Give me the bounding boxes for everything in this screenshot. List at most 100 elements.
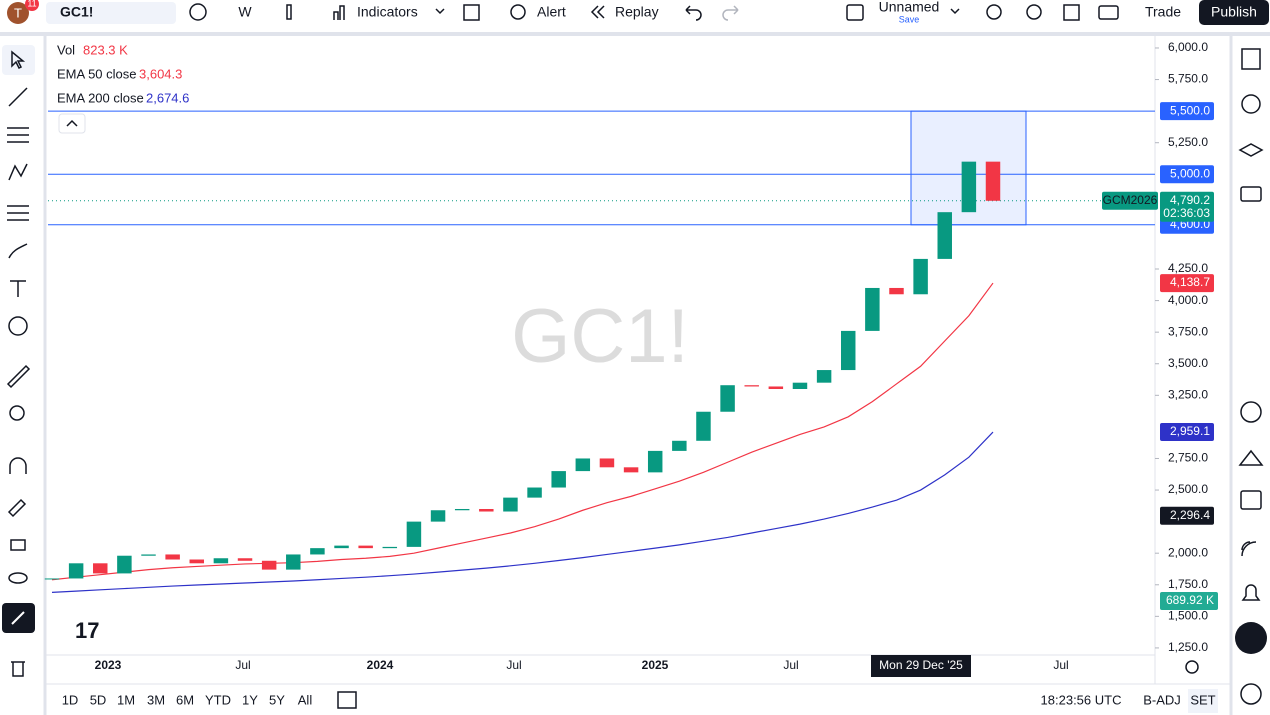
apps-button[interactable] bbox=[1235, 622, 1267, 654]
chat-icon[interactable] bbox=[1240, 186, 1262, 202]
axis-settings[interactable] bbox=[1185, 660, 1199, 674]
brush-tool[interactable] bbox=[8, 243, 28, 259]
range-button[interactable]: All bbox=[298, 692, 313, 707]
link-tool[interactable] bbox=[11, 611, 25, 625]
candle bbox=[286, 554, 301, 570]
goto-date-icon[interactable] bbox=[337, 691, 357, 709]
cursor-tool[interactable] bbox=[11, 50, 26, 70]
alerts-icon[interactable] bbox=[1241, 94, 1261, 114]
avatar[interactable] bbox=[7, 2, 29, 24]
trade[interactable]: Trade bbox=[1145, 4, 1181, 20]
session-bg bbox=[1188, 689, 1218, 713]
layout-icon[interactable] bbox=[846, 4, 864, 21]
candle bbox=[672, 440, 687, 451]
y-tick-label: 1,500.0 bbox=[1168, 609, 1208, 623]
trendline-tool[interactable] bbox=[8, 87, 28, 107]
level-label: 5,500.0 bbox=[1170, 103, 1210, 117]
publish: Publish bbox=[1211, 4, 1257, 20]
candle bbox=[406, 521, 422, 547]
ruler-tool[interactable] bbox=[6, 364, 31, 389]
range-button[interactable]: 3M bbox=[147, 692, 165, 707]
notifications-icon[interactable] bbox=[1241, 584, 1261, 601]
dropdown-icon[interactable] bbox=[435, 8, 445, 15]
y-tick-label: 2,500.0 bbox=[1168, 482, 1208, 496]
marker-label: 2,959.1 bbox=[1170, 424, 1210, 438]
pattern-tool[interactable] bbox=[8, 163, 28, 181]
zoom-tool[interactable] bbox=[9, 405, 25, 421]
crosshair-date-box bbox=[871, 655, 971, 677]
y-tick-label: 2,000.0 bbox=[1168, 545, 1208, 559]
symbol-box[interactable] bbox=[46, 2, 176, 24]
watchlist-icon[interactable] bbox=[1241, 48, 1261, 70]
candle bbox=[865, 287, 880, 331]
replay[interactable]: Replay bbox=[615, 4, 659, 20]
calendar-icon[interactable] bbox=[1240, 490, 1262, 510]
layers-icon[interactable] bbox=[1238, 143, 1264, 157]
fullscreen-icon[interactable] bbox=[1063, 4, 1080, 21]
settings-icon[interactable] bbox=[1026, 4, 1042, 20]
collapse-legend[interactable] bbox=[58, 113, 86, 134]
text-tool[interactable] bbox=[10, 280, 26, 297]
stream-icon[interactable] bbox=[1241, 541, 1257, 557]
candle bbox=[68, 563, 84, 579]
range-button[interactable]: YTD bbox=[205, 692, 231, 707]
layout-dropdown[interactable] bbox=[950, 8, 960, 15]
x-tick-label: Jul bbox=[1053, 658, 1068, 672]
magnet-tool[interactable] bbox=[9, 457, 27, 474]
clock: 18:23:56 UTC bbox=[1041, 692, 1122, 707]
lock-tool[interactable] bbox=[10, 539, 26, 551]
range-button[interactable]: 5Y bbox=[269, 692, 285, 707]
candle bbox=[961, 161, 977, 213]
alert[interactable]: Alert bbox=[537, 4, 566, 20]
y-tick-label: 6,000.0 bbox=[1168, 40, 1208, 54]
watermark: GC1! bbox=[511, 294, 688, 379]
range-button[interactable]: 1Y bbox=[242, 692, 258, 707]
help-icon[interactable] bbox=[1240, 683, 1262, 705]
fib-tool[interactable] bbox=[7, 127, 29, 143]
adjustment[interactable]: B-ADJ bbox=[1143, 692, 1181, 707]
candle bbox=[599, 458, 615, 468]
compare-icon[interactable] bbox=[189, 3, 207, 21]
y-tick-label: 5,750.0 bbox=[1168, 72, 1208, 86]
search-icon[interactable] bbox=[986, 4, 1002, 20]
x-tick-label: Jul bbox=[783, 658, 798, 672]
ideas-icon[interactable] bbox=[1238, 449, 1264, 466]
session[interactable]: SET bbox=[1190, 692, 1215, 707]
symbol: GC1! bbox=[60, 4, 93, 20]
delete-tool[interactable] bbox=[11, 661, 25, 677]
legend-ema200-value: 2,674.6 bbox=[146, 90, 189, 105]
range-button[interactable]: 6M bbox=[176, 692, 194, 707]
range-button[interactable]: 5D bbox=[90, 692, 107, 707]
publish-button[interactable] bbox=[1199, 0, 1269, 25]
cursor-bg bbox=[2, 45, 35, 75]
chart-type-icon[interactable] bbox=[286, 4, 292, 20]
undo[interactable] bbox=[685, 5, 702, 21]
badge-count: 11 bbox=[27, 0, 36, 8]
range-button[interactable]: 1M bbox=[117, 692, 135, 707]
forecast-tool[interactable] bbox=[7, 205, 29, 221]
indicators[interactable]: Indicators bbox=[357, 4, 418, 20]
candle bbox=[937, 212, 952, 259]
chart: GC1! Vol 823.3 K EMA 50 close 3,604.3 EM… bbox=[44, 36, 1218, 684]
snapshot-icon[interactable] bbox=[1098, 5, 1119, 20]
alert-icon bbox=[510, 4, 526, 20]
save[interactable]: Save bbox=[899, 14, 920, 24]
templates-icon[interactable] bbox=[463, 4, 480, 21]
target-icon[interactable] bbox=[1240, 401, 1262, 423]
layout-name[interactable]: Unnamed bbox=[879, 0, 940, 15]
candle bbox=[165, 554, 180, 560]
redo[interactable] bbox=[722, 5, 739, 21]
ema-line bbox=[51, 282, 994, 581]
candle bbox=[768, 386, 784, 390]
interval[interactable]: W bbox=[238, 4, 252, 20]
candle bbox=[310, 548, 325, 555]
legend-ema50-value: 3,604.3 bbox=[139, 66, 182, 81]
range-button[interactable]: 1D bbox=[62, 692, 79, 707]
hide-tool[interactable] bbox=[8, 572, 28, 584]
marker-label-box bbox=[1160, 274, 1214, 293]
emoji-tool[interactable] bbox=[8, 316, 28, 336]
candle bbox=[889, 287, 904, 295]
level-label-box bbox=[1160, 165, 1214, 184]
stay-drawing-tool[interactable] bbox=[7, 498, 27, 518]
candle bbox=[744, 385, 759, 387]
